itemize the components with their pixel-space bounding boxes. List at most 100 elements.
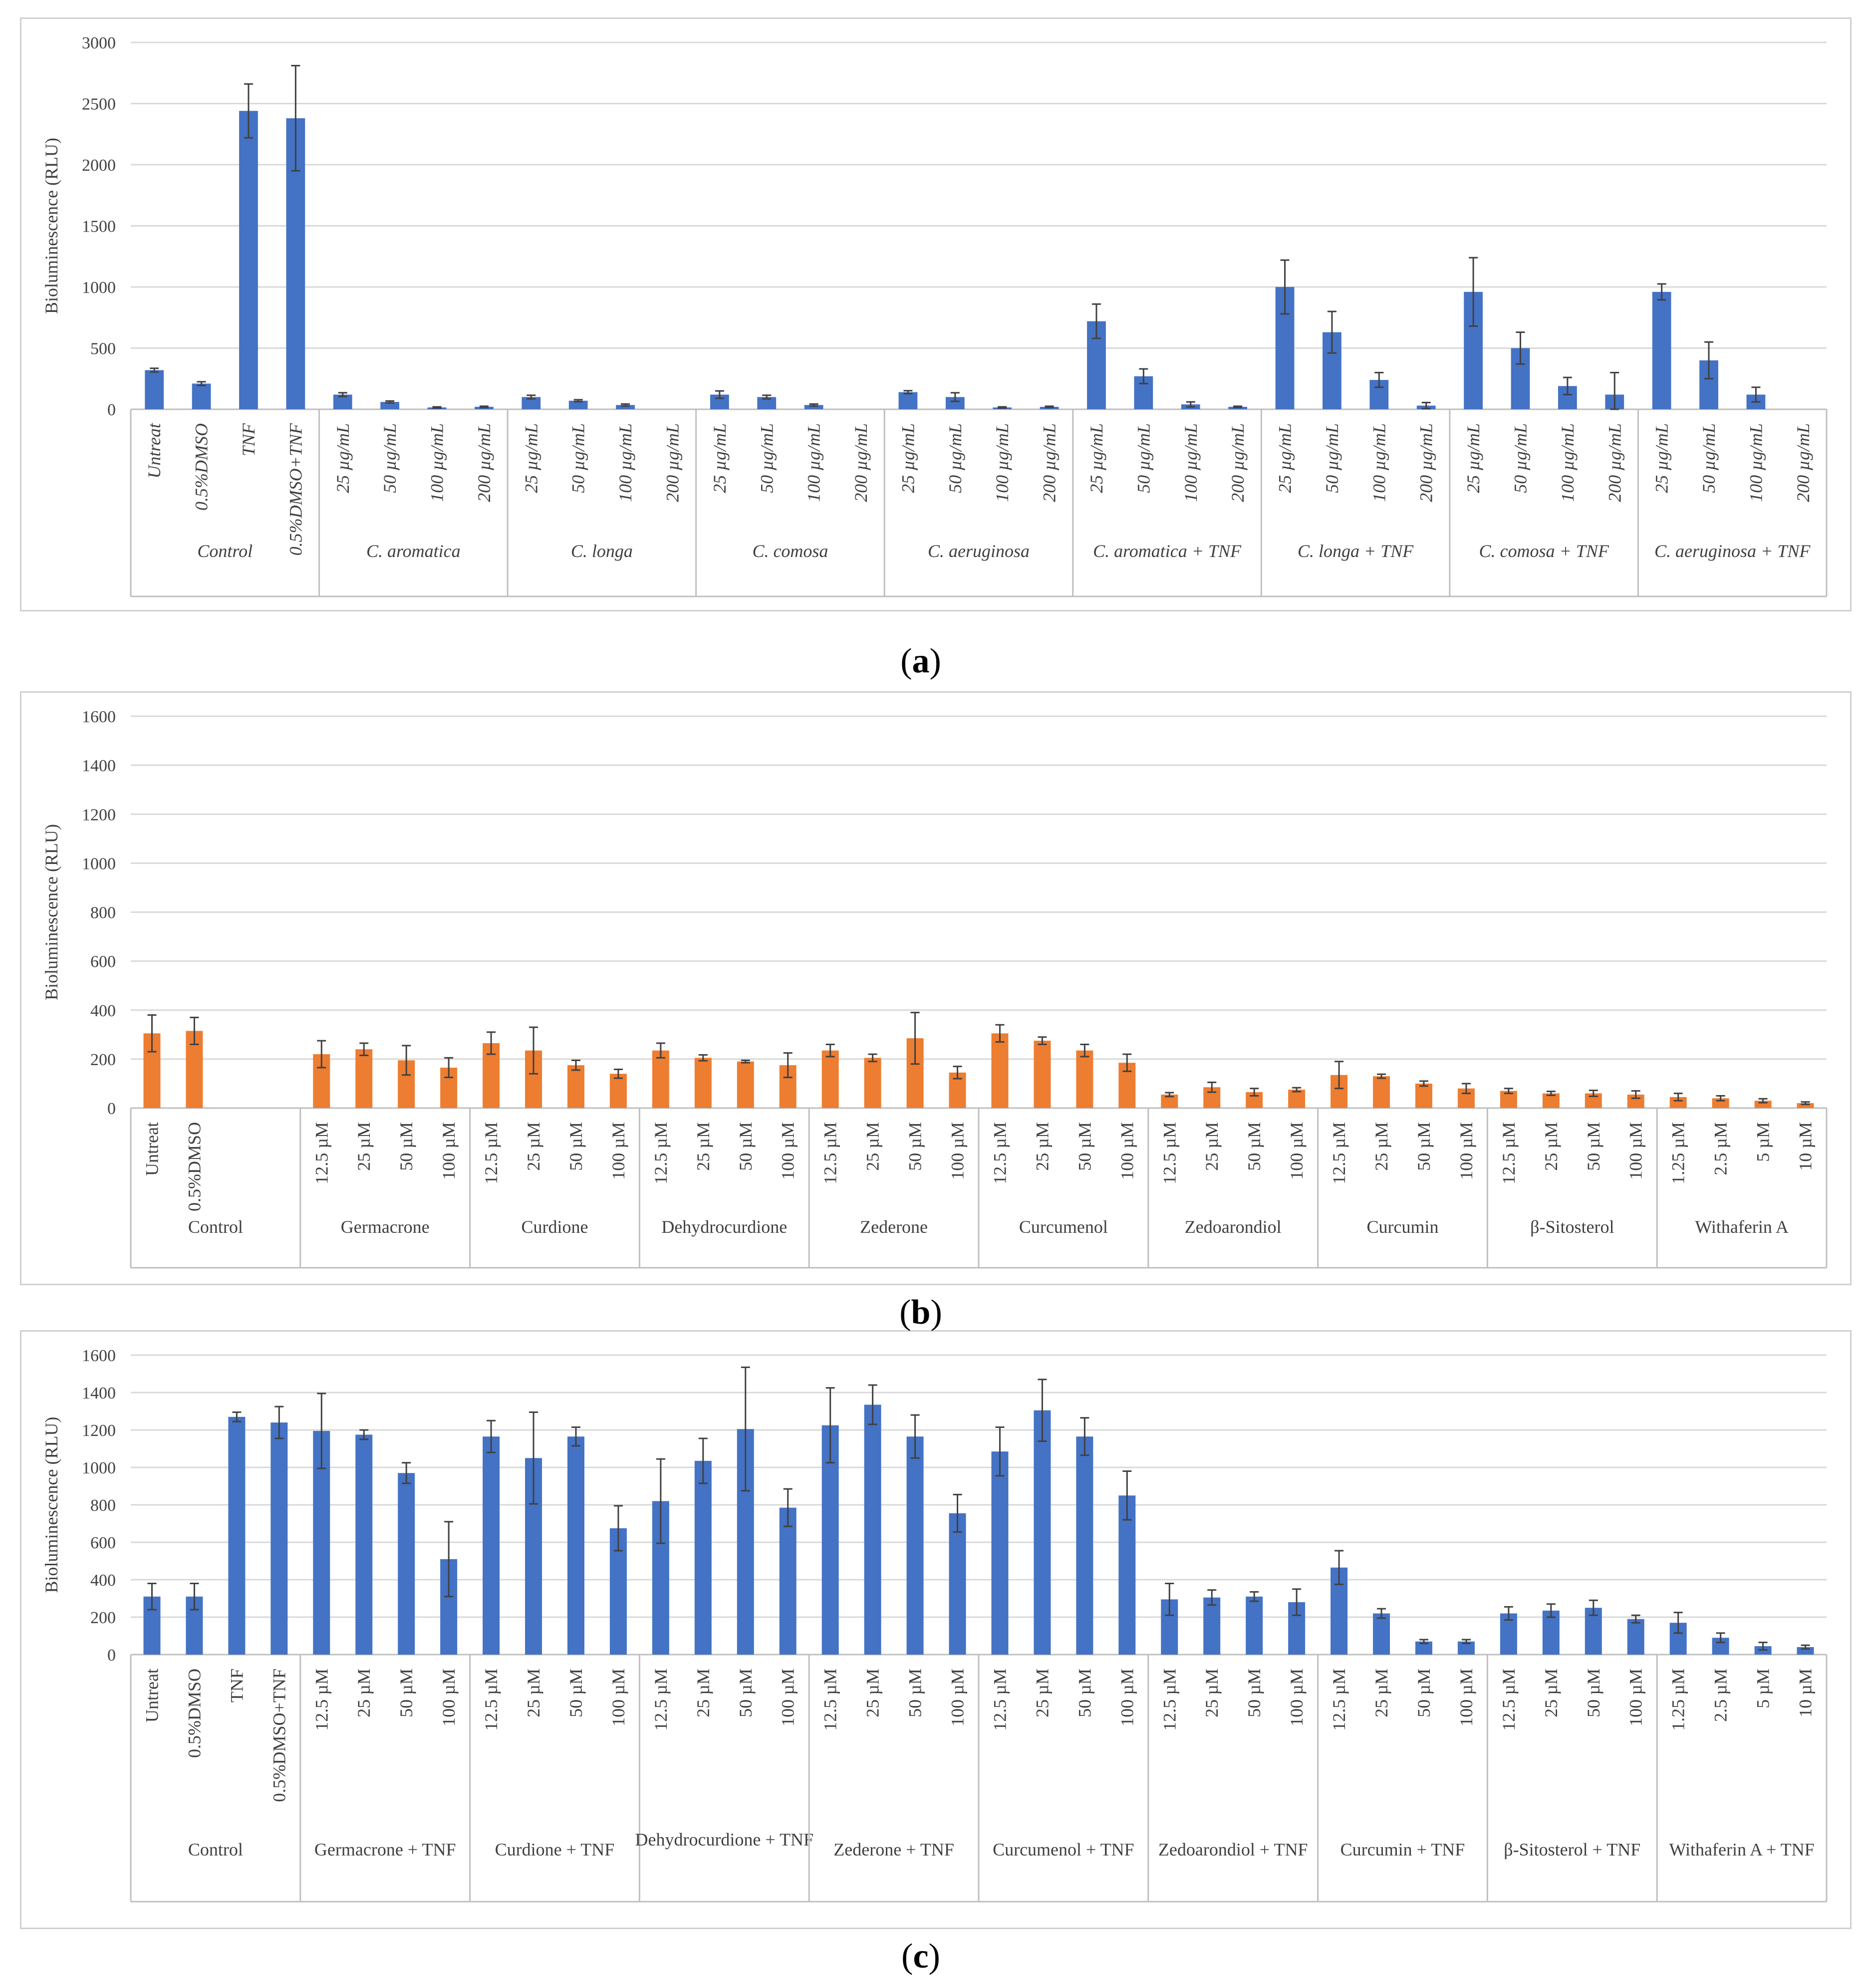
x-tick-label: 12.5 µM <box>1499 1122 1519 1184</box>
bar <box>864 1058 881 1108</box>
bar <box>568 400 588 409</box>
x-tick-label: 100 µM <box>1626 1669 1646 1726</box>
x-tick-label: 100 µM <box>1456 1669 1476 1726</box>
x-tick-label: 100 µg/mL <box>1369 423 1389 502</box>
x-tick-label: 25 µg/mL <box>1463 423 1483 493</box>
panel-label-a: (a) <box>900 642 941 680</box>
x-tick-label: 12.5 µM <box>1329 1669 1349 1731</box>
bar <box>821 1425 839 1655</box>
group-label: C. comosa <box>752 541 828 561</box>
x-tick-label: 25 µg/mL <box>333 423 353 493</box>
x-tick-label: 200 µg/mL <box>1416 423 1436 502</box>
x-tick-label: 12.5 µM <box>651 1122 671 1184</box>
x-tick-label: 50 µM <box>1244 1122 1264 1171</box>
x-tick-label: 25 µM <box>354 1122 374 1171</box>
x-tick-label: 25 µg/mL <box>1652 423 1672 493</box>
bar <box>1118 1495 1136 1655</box>
bar <box>228 1417 246 1655</box>
x-tick-label: 12.5 µM <box>1159 1669 1179 1731</box>
group-label: Dehydrocurdione + TNF <box>635 1830 814 1850</box>
bar <box>1373 1613 1390 1655</box>
bar <box>609 1074 627 1108</box>
panel-b-frame <box>20 691 1852 1285</box>
chart-c: 0 200 400 600 800 1000 1200 1400 1600 Bioluminesc… <box>41 1347 1828 1903</box>
x-tick-label: 25 µM <box>1541 1122 1561 1171</box>
x-tick-label: 50 µM <box>1074 1122 1094 1171</box>
x-tick-label: 12.5 µM <box>1159 1122 1179 1184</box>
x-tick-label: 100 µM <box>1287 1669 1307 1726</box>
x-tick-label: 25 µM <box>1541 1669 1561 1717</box>
bar <box>239 111 258 409</box>
group-label: Zederone <box>860 1217 928 1237</box>
x-tick-label: 12.5 µM <box>1499 1669 1519 1731</box>
x-tick-label: 25 µM <box>863 1669 883 1717</box>
bar <box>1034 1041 1051 1108</box>
bar <box>906 1436 924 1655</box>
group-label: Dehydrocurdione <box>661 1217 787 1237</box>
x-tick-label: 25 µg/mL <box>521 423 541 493</box>
group-label: Control <box>188 1840 243 1860</box>
x-tick-label: 50 µg/mL <box>380 423 400 493</box>
group-label: Curdione + TNF <box>495 1840 615 1860</box>
y-tick-label: 3000 <box>82 34 116 52</box>
x-tick-label: 50 µM <box>1584 1669 1604 1717</box>
x-tick-label: 200 µg/mL <box>662 423 682 502</box>
x-tick-label: 50 µM <box>1414 1669 1434 1717</box>
x-tick-label: 100 µM <box>439 1669 459 1726</box>
group-label: Germacrone + TNF <box>314 1840 456 1860</box>
group-label: Curcumenol + TNF <box>993 1840 1134 1860</box>
x-tick-label: 25 µM <box>1371 1122 1391 1171</box>
group-label: Curcumin + TNF <box>1340 1840 1465 1860</box>
group-label: β-Sitosterol <box>1530 1217 1614 1237</box>
x-tick-label: 100 µM <box>1117 1122 1137 1180</box>
bar <box>1288 1090 1306 1108</box>
x-tick-label: 100 µM <box>1456 1122 1476 1180</box>
group-label: C. aeruginosa <box>928 541 1030 561</box>
x-tick-label: 50 µg/mL <box>1322 423 1342 493</box>
group-label: Curdione <box>522 1217 588 1237</box>
x-tick-label: 25 µg/mL <box>1086 423 1106 493</box>
x-tick-label: 12.5 µM <box>1329 1122 1349 1184</box>
bar <box>1415 1083 1432 1108</box>
y-tick-label: 1600 <box>82 1347 116 1365</box>
group-label: C. aeruginosa + TNF <box>1654 541 1811 561</box>
group-label: Zedoarondiol <box>1185 1217 1282 1237</box>
bar <box>991 1451 1009 1655</box>
bar <box>949 1513 966 1655</box>
group-label: Control <box>197 541 253 561</box>
y-tick-label: 1400 <box>82 757 116 775</box>
bar <box>355 1049 373 1108</box>
x-tick-label: 12.5 µM <box>820 1669 840 1731</box>
bar <box>864 1405 881 1655</box>
panel-a-frame <box>20 17 1852 611</box>
x-tick-label: 25 µg/mL <box>898 423 918 493</box>
bar <box>567 1436 584 1655</box>
x-tick-label: 100 µM <box>608 1122 628 1180</box>
bar <box>1652 291 1671 409</box>
y-tick-label: 600 <box>90 1534 116 1552</box>
x-tick-label: Untreat <box>142 1122 162 1176</box>
y-tick-label: 1500 <box>82 218 116 236</box>
x-tick-label: 25 µM <box>863 1122 883 1171</box>
x-tick-label: 100 µg/mL <box>1181 423 1201 502</box>
bar <box>779 1507 797 1655</box>
bar <box>804 405 823 409</box>
x-tick-label: 12.5 µM <box>990 1669 1010 1731</box>
bar <box>398 1473 415 1655</box>
x-tick-label: 12.5 µM <box>990 1122 1010 1184</box>
x-tick-label: 5 µM <box>1753 1122 1773 1162</box>
x-tick-label: 100 µg/mL <box>1558 423 1578 502</box>
x-tick-label: 5 µM <box>1753 1669 1773 1708</box>
y-tick-label: 1000 <box>82 854 116 873</box>
bar <box>1542 1610 1560 1655</box>
x-tick-label: 50 µM <box>1074 1669 1094 1717</box>
x-tick-label: 50 µM <box>1584 1122 1604 1171</box>
x-tick-label: 10 µM <box>1796 1669 1816 1717</box>
x-tick-label: 25 µg/mL <box>1275 423 1295 493</box>
x-tick-label: 25 µM <box>1371 1669 1391 1717</box>
y-tick-label: 200 <box>90 1051 116 1069</box>
bar <box>355 1434 373 1655</box>
x-tick-label: 0.5%DMSO <box>184 1122 204 1211</box>
bar <box>1627 1619 1644 1655</box>
panel-label-b: (b) <box>899 1293 942 1332</box>
